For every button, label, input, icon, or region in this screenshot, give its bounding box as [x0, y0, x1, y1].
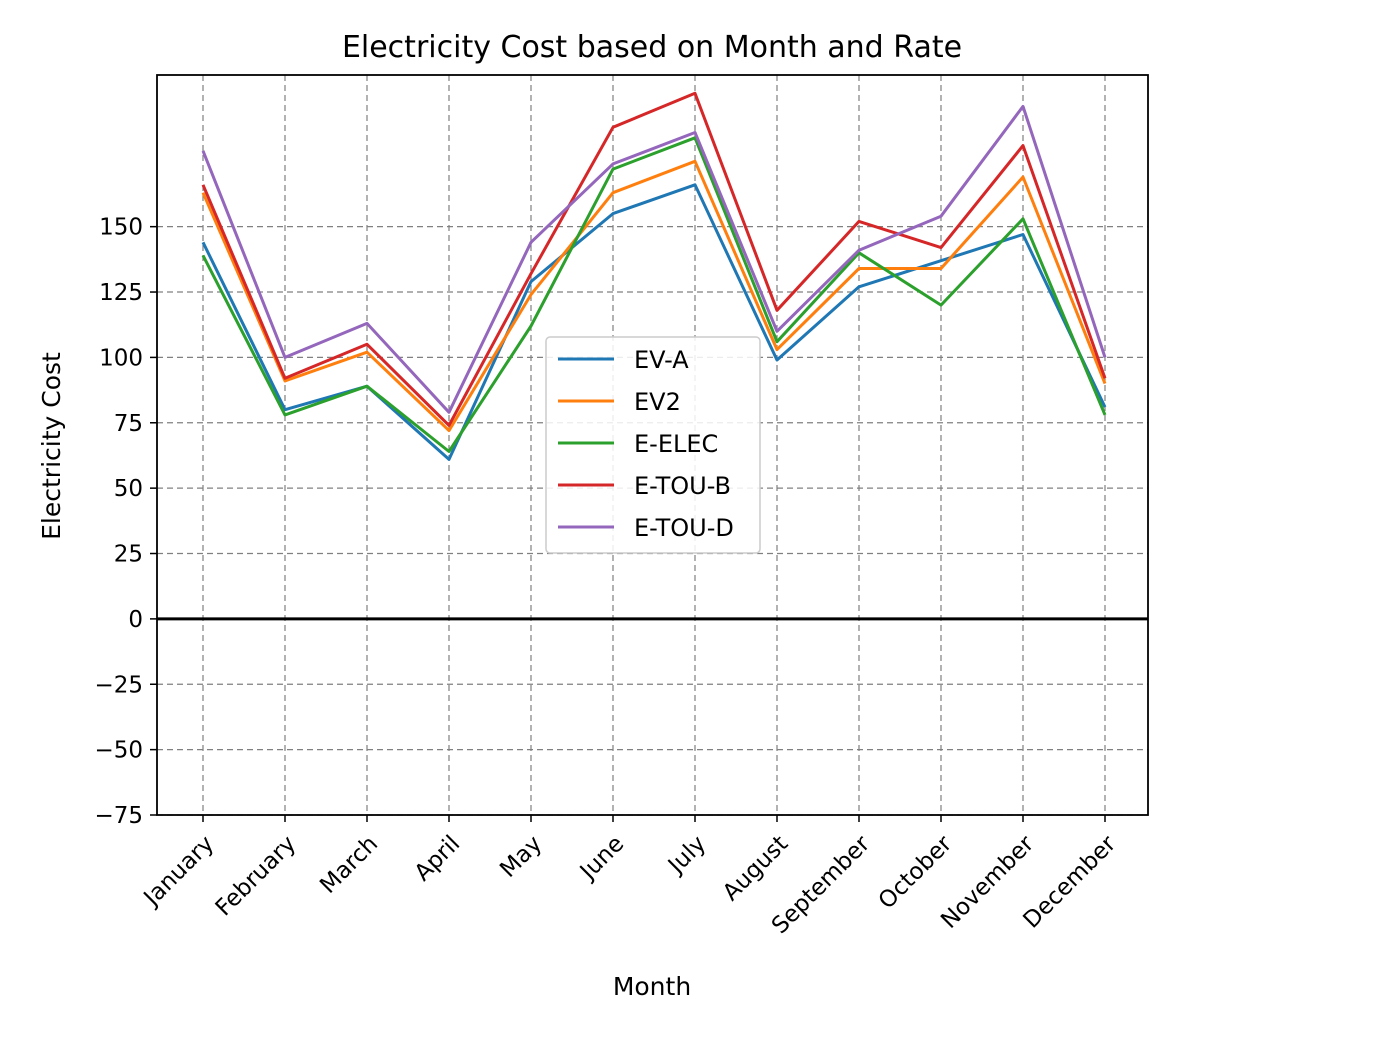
y-tick-label: −50: [94, 738, 143, 764]
legend-label: EV-A: [634, 346, 689, 374]
y-axis-label: Electricity Cost: [37, 352, 66, 540]
series-line-e-tou-b: [201, 91, 1107, 427]
legend-label: EV2: [634, 388, 681, 416]
y-tick-label: −25: [94, 672, 143, 698]
series-lines: [201, 91, 1107, 461]
y-axis-ticks: −75 −50 −25 0 25 50 75 100 125 150: [94, 215, 157, 829]
y-tick-label: 75: [114, 411, 143, 437]
legend-label: E-ELEC: [634, 430, 718, 458]
legend-label: E-TOU-B: [634, 472, 731, 500]
y-tick-label: 25: [114, 542, 143, 568]
plot-border: [156, 74, 1149, 816]
legend-label: E-TOU-D: [634, 514, 734, 542]
plot-frame: [156, 74, 1149, 816]
legend-box: [545, 336, 761, 554]
y-tick-label: −75: [94, 803, 143, 829]
y-tick-label: 50: [114, 476, 143, 502]
series-line-e-tou-d: [201, 104, 1107, 414]
x-axis-label: Month: [613, 972, 691, 1001]
y-tick-label: 0: [128, 607, 143, 633]
y-tick-label: 150: [99, 215, 143, 241]
series-line-e-elec: [201, 136, 1107, 453]
chart-title: Electricity Cost based on Month and Rate: [342, 30, 962, 65]
legend: EV-A EV2 E-ELEC E-TOU-B E-TOU-D: [545, 336, 761, 554]
y-tick-label: 125: [99, 280, 143, 306]
y-tick-label: 100: [99, 345, 143, 371]
series-line-ev2: [201, 159, 1107, 433]
